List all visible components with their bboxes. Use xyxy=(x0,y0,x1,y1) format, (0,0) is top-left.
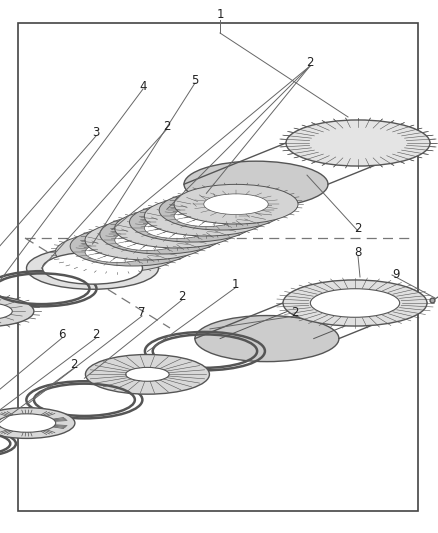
Ellipse shape xyxy=(55,232,179,272)
Ellipse shape xyxy=(159,190,283,230)
Ellipse shape xyxy=(85,242,149,262)
Text: 3: 3 xyxy=(92,126,100,140)
Text: 4: 4 xyxy=(139,79,147,93)
Ellipse shape xyxy=(155,211,227,233)
Text: 9: 9 xyxy=(392,269,400,281)
Ellipse shape xyxy=(184,161,328,207)
Text: 8: 8 xyxy=(354,246,362,260)
Ellipse shape xyxy=(283,280,427,326)
Ellipse shape xyxy=(115,230,179,251)
Ellipse shape xyxy=(0,414,56,432)
Ellipse shape xyxy=(96,235,168,257)
Text: 2: 2 xyxy=(354,222,362,235)
Text: 2: 2 xyxy=(306,56,314,69)
Ellipse shape xyxy=(126,223,198,246)
Ellipse shape xyxy=(115,208,239,248)
Text: 2: 2 xyxy=(92,328,100,342)
Text: 1: 1 xyxy=(216,9,224,21)
Ellipse shape xyxy=(100,214,224,254)
Ellipse shape xyxy=(42,252,142,284)
Ellipse shape xyxy=(195,316,339,361)
Text: 2: 2 xyxy=(291,306,299,319)
Ellipse shape xyxy=(70,227,194,266)
Ellipse shape xyxy=(0,296,34,327)
Text: 2: 2 xyxy=(163,119,171,133)
Ellipse shape xyxy=(26,247,159,289)
Ellipse shape xyxy=(130,203,254,242)
Ellipse shape xyxy=(174,206,239,227)
Ellipse shape xyxy=(174,184,298,224)
Ellipse shape xyxy=(311,289,399,317)
Text: 5: 5 xyxy=(191,74,199,86)
Ellipse shape xyxy=(145,196,268,236)
Ellipse shape xyxy=(145,218,209,238)
Text: 6: 6 xyxy=(58,328,66,342)
Text: 7: 7 xyxy=(138,306,146,319)
Ellipse shape xyxy=(204,194,268,214)
Text: 1: 1 xyxy=(231,279,239,292)
Ellipse shape xyxy=(126,367,169,381)
Text: 2: 2 xyxy=(178,290,186,303)
Ellipse shape xyxy=(0,408,75,439)
Ellipse shape xyxy=(185,199,257,222)
Ellipse shape xyxy=(286,120,430,166)
Ellipse shape xyxy=(0,303,12,320)
Ellipse shape xyxy=(85,354,209,394)
Text: 2: 2 xyxy=(70,359,78,372)
Ellipse shape xyxy=(85,220,209,260)
